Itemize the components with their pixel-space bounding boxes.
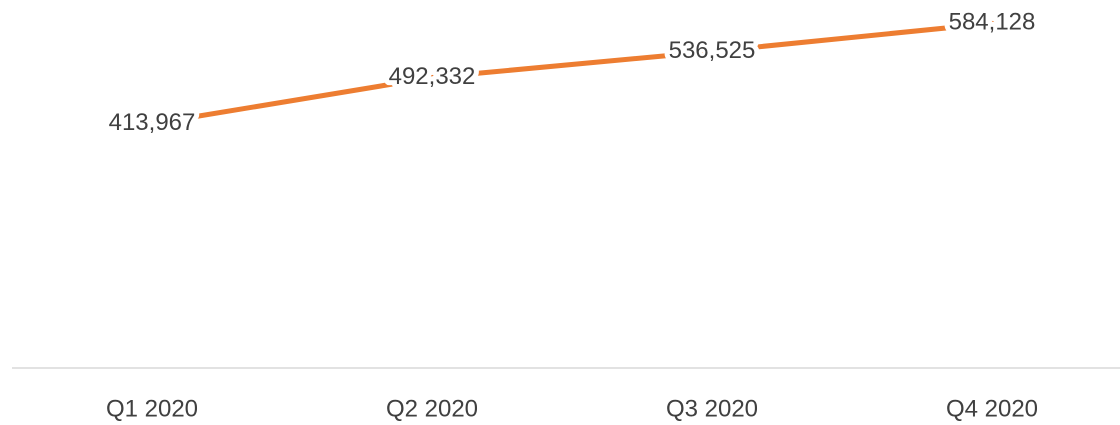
x-tick-label: Q3 2020 (666, 395, 758, 422)
x-tick-label: Q1 2020 (106, 395, 198, 422)
x-tick-label: Q2 2020 (386, 395, 478, 422)
x-tick-label: Q4 2020 (946, 395, 1038, 422)
line (149, 20, 995, 127)
data-label: 492,332 (389, 63, 476, 90)
data-label: 413,967 (109, 109, 196, 136)
data-label: 536,525 (669, 37, 756, 64)
data-label: 584,128 (949, 9, 1036, 36)
